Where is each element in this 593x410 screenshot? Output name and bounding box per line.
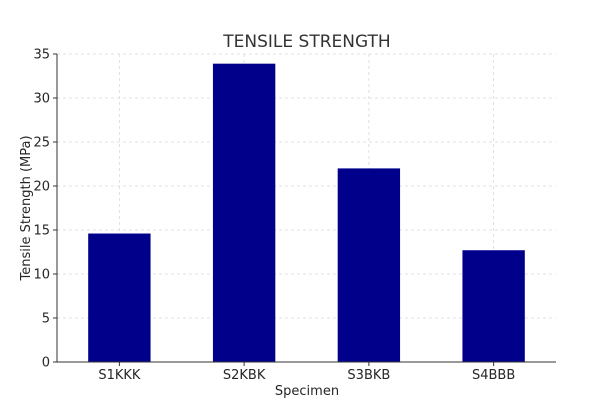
y-tick-label: 25: [33, 136, 50, 151]
y-tick-label: 20: [33, 180, 50, 195]
bars-layer: [88, 63, 525, 363]
axes-layer: [56, 54, 556, 363]
y-axis-title: Tensile Strength (MPa): [19, 135, 34, 281]
y-tick-label: 0: [42, 356, 50, 371]
y-tick-label: 10: [33, 268, 50, 283]
bar-s4bbb: [462, 250, 525, 362]
x-ticks: S1KKK S2KBK S3BKB S4BBB: [98, 362, 515, 383]
bar-s1kkk: [88, 233, 151, 362]
x-tick-label: S1KKK: [98, 368, 141, 383]
bar-s3bkb: [337, 168, 401, 362]
x-tick-label: S4BBB: [472, 368, 515, 383]
y-ticks: 0 5 10 15 20 25 30 35: [33, 48, 57, 371]
y-tick-label: 5: [42, 312, 50, 327]
bar-s2kbk: [212, 63, 276, 363]
x-tick-label: S3BKB: [347, 368, 390, 383]
y-tick-label: 35: [33, 48, 50, 63]
chart-title: TENSILE STRENGTH: [222, 32, 390, 52]
y-tick-label: 15: [33, 224, 50, 239]
x-tick-label: S2KBK: [223, 368, 266, 383]
x-axis-title: Specimen: [275, 384, 339, 399]
y-tick-label: 30: [33, 92, 50, 107]
